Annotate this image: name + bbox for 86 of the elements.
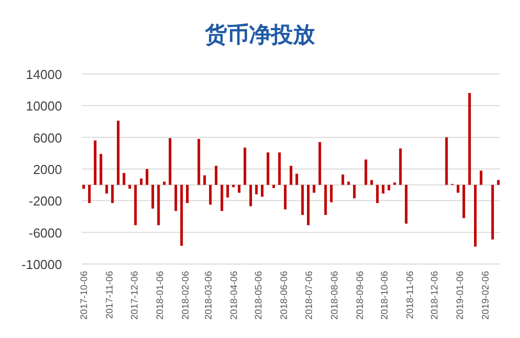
bar (180, 184, 183, 246)
bar (134, 184, 137, 226)
x-tick-label: 2017-11-06 (104, 271, 116, 319)
bar (238, 184, 240, 193)
x-tick-label: 2018-06-06 (279, 271, 290, 320)
bar (260, 184, 264, 197)
y-tick-label: -6000 (28, 225, 62, 240)
x-tick-label: 2018-12-06 (430, 271, 441, 320)
bar (146, 169, 148, 185)
bar (88, 184, 91, 204)
bar (342, 174, 344, 185)
bar (255, 184, 258, 194)
bar (203, 175, 206, 185)
bar (244, 148, 246, 185)
x-tick-label: 2018-10-06 (379, 271, 390, 320)
bar (445, 137, 448, 185)
bar (100, 154, 102, 185)
bar (330, 184, 333, 202)
bar (272, 184, 276, 188)
bar (318, 142, 322, 185)
x-tick-label: 2018-01-06 (154, 271, 166, 320)
bar (376, 184, 379, 204)
bar (140, 178, 143, 185)
bar (105, 184, 108, 194)
y-tick-label: 10000 (26, 98, 62, 114)
y-tick-label: 6000 (33, 130, 62, 146)
bar (266, 152, 270, 185)
x-tick-label: 2017-10-06 (79, 271, 90, 320)
bar (474, 184, 477, 247)
bar (295, 174, 298, 185)
bar (301, 184, 304, 215)
bar (94, 140, 96, 185)
bar (162, 182, 166, 185)
bar (209, 184, 212, 205)
bar (122, 172, 126, 185)
bar (404, 184, 408, 224)
bar (111, 184, 114, 204)
y-tick-label: -2000 (28, 194, 62, 209)
x-tick-label: 2018-07-06 (304, 271, 315, 320)
x-tick-label: 2018-04-06 (228, 271, 240, 320)
bar (198, 138, 200, 185)
bar (364, 160, 368, 185)
bar (370, 180, 373, 185)
bar (497, 180, 500, 185)
bar (157, 184, 160, 226)
bar (278, 152, 281, 185)
bar (226, 184, 229, 198)
bar (462, 184, 466, 218)
y-tick-label: 2000 (33, 162, 62, 177)
x-tick-label: 2018-08-06 (329, 271, 340, 320)
bar (284, 184, 287, 210)
bar (128, 184, 132, 189)
bar (468, 93, 471, 185)
x-tick-label: 2018-02-06 (180, 271, 192, 320)
x-tick-label: 2018-03-06 (203, 271, 214, 320)
chart-title: 货币净投放 (204, 22, 316, 47)
bar (347, 182, 350, 185)
bar (480, 170, 482, 185)
y-tick-label: 14000 (26, 67, 62, 82)
y-tick-label: -10000 (22, 257, 62, 272)
bar (249, 184, 252, 206)
x-tick-label: 2018-11-06 (404, 271, 416, 319)
bar (382, 184, 384, 194)
bar (324, 184, 327, 215)
x-tick-label: 2018-09-06 (354, 271, 366, 320)
bar (399, 148, 402, 185)
bar (214, 166, 218, 185)
bar (168, 138, 172, 185)
bar (393, 182, 396, 185)
bar (388, 184, 390, 190)
x-tick-label: 2018-05-06 (254, 271, 265, 320)
bar (290, 166, 292, 185)
bar (312, 184, 316, 193)
bar (353, 184, 356, 198)
x-tick-label: 2019-02-06 (480, 271, 492, 320)
bar (186, 184, 189, 204)
bar (220, 184, 224, 211)
bar (116, 120, 120, 185)
bar (151, 184, 154, 209)
bar (174, 184, 178, 211)
bar (491, 184, 494, 240)
bar (82, 184, 85, 189)
x-tick-label: 2019-01-06 (455, 271, 466, 320)
bar (306, 184, 310, 226)
bar (456, 184, 460, 193)
x-tick-label: 2017-12-06 (129, 271, 140, 320)
